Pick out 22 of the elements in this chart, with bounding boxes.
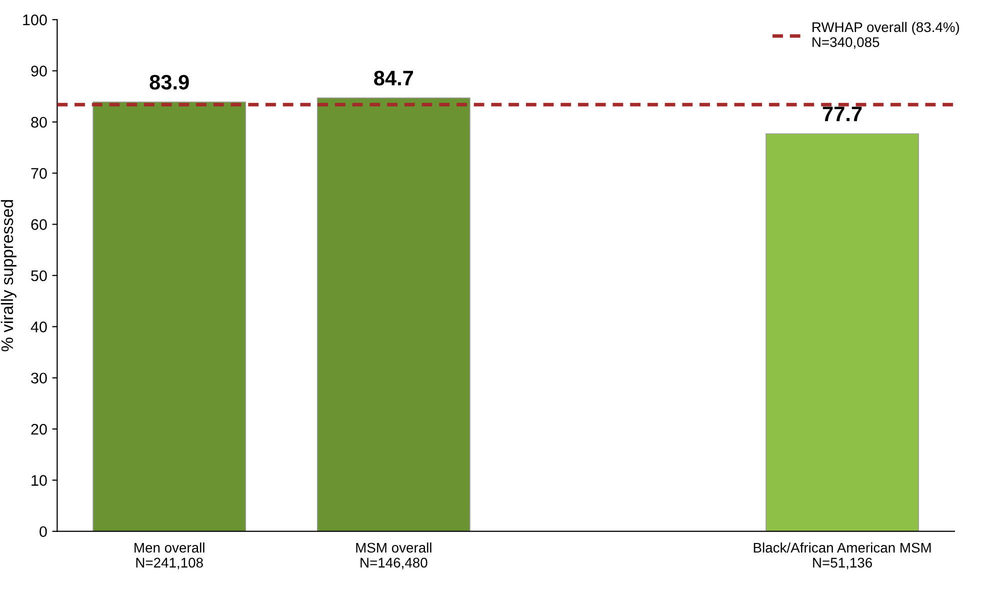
- x-tick-label: MSM overall N=146,480: [356, 542, 432, 570]
- y-tick-label: 40: [30, 322, 47, 332]
- y-tick-label: 100: [23, 14, 47, 26]
- bar: [316, 98, 470, 532]
- y-tick-label: 10: [32, 475, 47, 486]
- legend-label: RWHAP overall (83.4%) N=340,085: [812, 22, 960, 49]
- y-axis-title: % virally suppressed: [0, 200, 16, 352]
- y-tick-label: 30: [31, 372, 47, 384]
- y-tick-label: 0: [40, 526, 47, 538]
- data-label: 83.9: [150, 74, 189, 90]
- x-tick-label: Black/African American MSM N=51,136: [754, 542, 931, 570]
- y-tick-label: 60: [31, 219, 47, 230]
- data-label: 77.7: [822, 106, 862, 122]
- bar: [92, 102, 246, 532]
- data-label: 84.7: [374, 70, 414, 86]
- y-tick-label: 90: [31, 66, 47, 76]
- y-tick-label: 80: [31, 116, 47, 128]
- y-tick-label: 20: [31, 424, 47, 435]
- x-tick-label: Men overall N=241,108: [134, 542, 204, 570]
- bar: [766, 133, 919, 532]
- y-tick-label: 70: [31, 168, 47, 179]
- y-tick-label: 50: [31, 270, 47, 282]
